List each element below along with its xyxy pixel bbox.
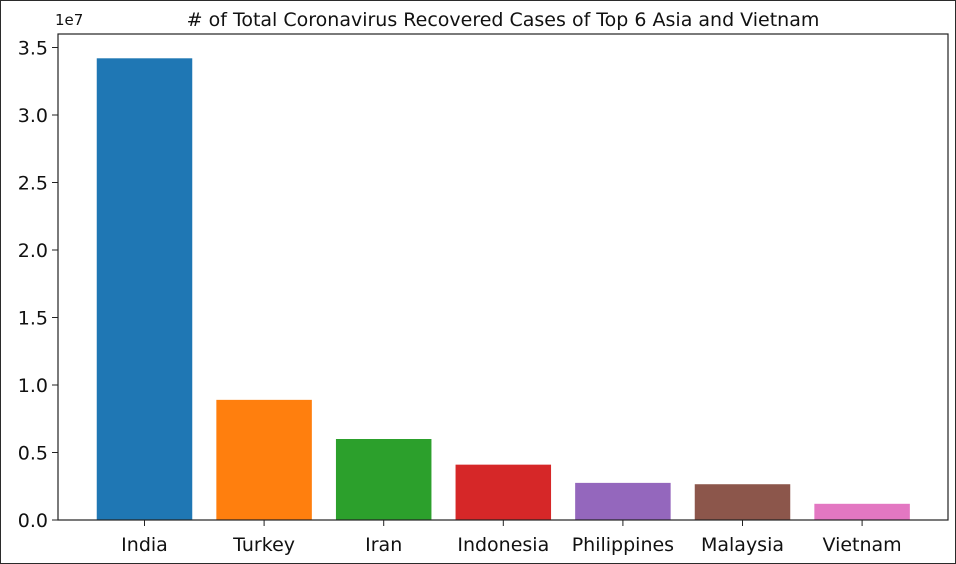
y-tick-label: 2.0: [18, 240, 48, 262]
bar-india: [96, 58, 193, 521]
chart-title: # of Total Coronavirus Recovered Cases o…: [187, 9, 820, 31]
plot-area-border: [57, 33, 949, 521]
y-tick-label: 0.5: [18, 443, 48, 465]
y-axis-offset-label: 1e7: [55, 11, 83, 29]
x-tick-label: Indonesia: [457, 534, 549, 556]
x-axis-ticks: India Turkey Iran Indonesia Philippines Malay…: [121, 520, 902, 556]
bar-iran: [335, 439, 432, 520]
x-tick-label: Iran: [365, 534, 402, 556]
y-tick-label: 2.5: [18, 173, 48, 195]
bars-group: [96, 58, 910, 521]
y-tick-label: 3.0: [18, 105, 48, 127]
x-tick-label: Vietnam: [822, 534, 901, 556]
y-tick-label: 1.5: [18, 308, 48, 330]
bar-indonesia: [455, 464, 552, 520]
y-tick-label: 1.0: [18, 375, 48, 397]
y-tick-label: 0.0: [18, 510, 48, 532]
bar-vietnam: [814, 503, 910, 520]
bar-turkey: [216, 399, 312, 520]
x-tick-label: Turkey: [232, 534, 295, 556]
y-tick-label: 3.5: [18, 38, 48, 60]
bar-malaysia: [694, 484, 791, 520]
x-tick-label: Philippines: [572, 534, 674, 556]
bar-philippines: [575, 482, 671, 520]
x-tick-label: Malaysia: [701, 534, 784, 556]
x-tick-label: India: [121, 534, 168, 556]
y-axis-ticks: 0.0 0.5 1.0 1.5 2.0 2.5 3.0 3.5: [18, 38, 58, 532]
